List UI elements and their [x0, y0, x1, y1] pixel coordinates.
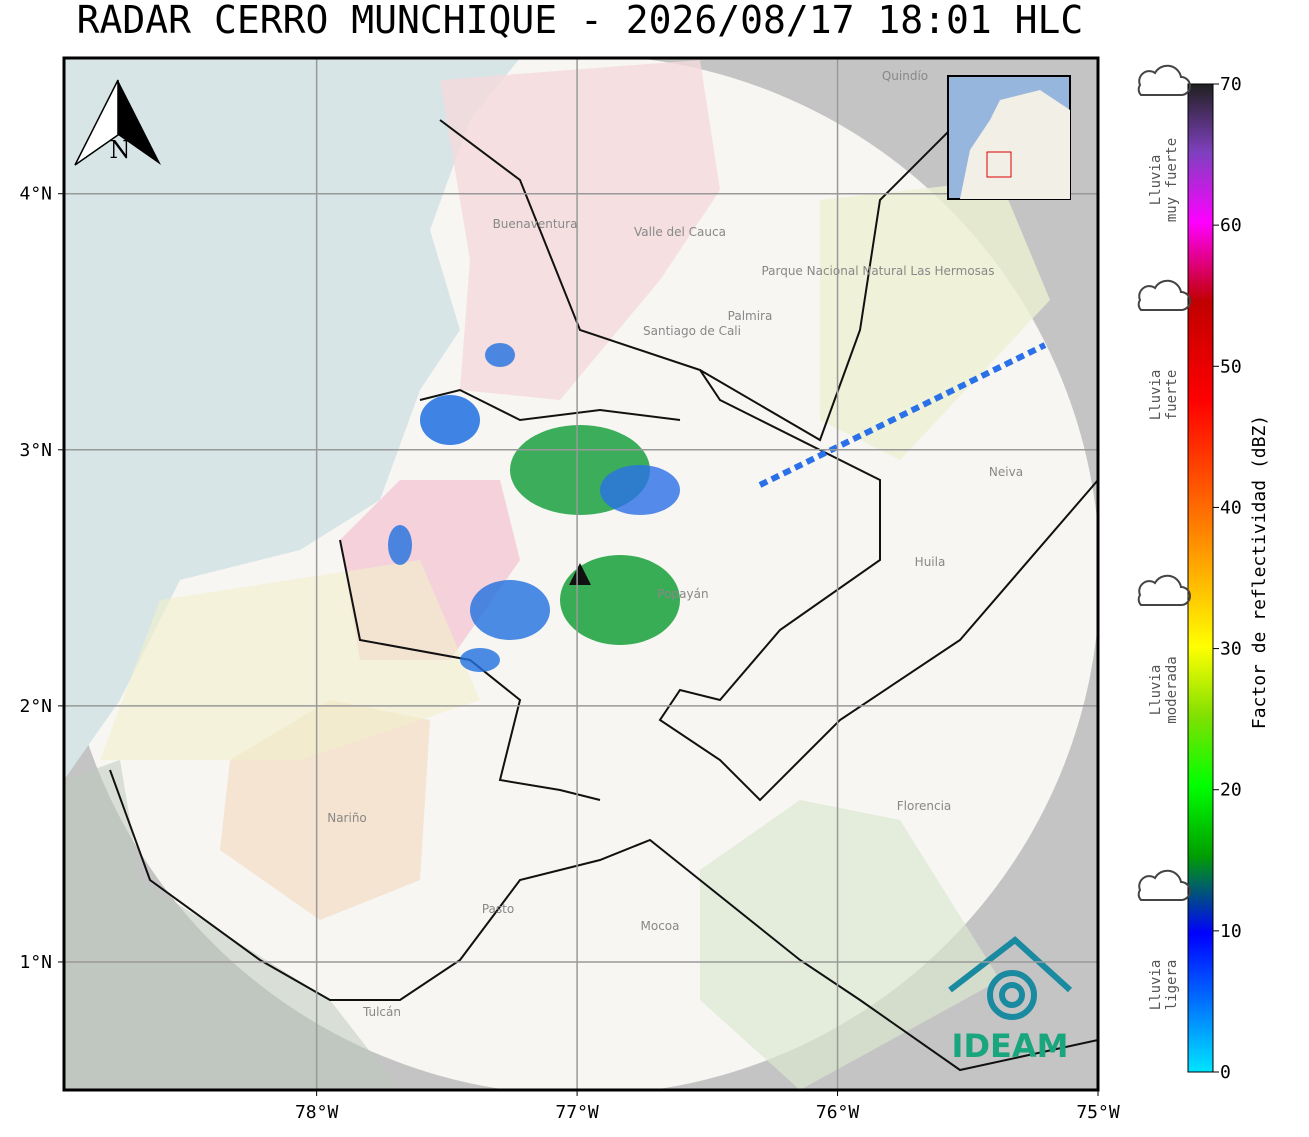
rain-category-label: Lluvia	[1148, 960, 1164, 1011]
north-label: N	[110, 136, 131, 164]
rain-category: Lluvia ligera	[1137, 869, 1191, 1011]
x-tick-label: 76°W	[816, 1102, 860, 1123]
rain-icon	[1137, 574, 1191, 606]
place-label: Nariño	[327, 811, 367, 825]
colorbar	[1187, 83, 1214, 1073]
rain-category-label: fuerte	[1164, 370, 1180, 421]
place-label: Florencia	[897, 799, 952, 813]
rain-category-label: muy fuerte	[1164, 138, 1180, 222]
place-label: Quindío	[882, 69, 928, 83]
rain-category-label: Lluvia	[1148, 370, 1164, 421]
rain-icon	[1137, 869, 1191, 901]
colorbar-tick-label: 0	[1220, 1062, 1231, 1083]
radar-echoes	[388, 342, 1047, 672]
place-label: Buenaventura	[493, 217, 578, 231]
rain-category-label: moderada	[1164, 656, 1180, 723]
inset-map	[947, 75, 1071, 200]
place-label: Popayán	[657, 587, 708, 601]
place-label: Palmira	[728, 309, 773, 323]
place-label: Mocoa	[641, 919, 680, 933]
rain-category-label: Lluvia	[1148, 155, 1164, 206]
logo-mark	[948, 936, 1073, 1020]
place-label: Huila	[915, 555, 946, 569]
rain-category: Lluvia fuerte	[1137, 279, 1191, 421]
rain-icon	[1137, 279, 1191, 311]
colorbar-tick-label: 60	[1220, 215, 1242, 236]
x-tick-label: 75°W	[1076, 1102, 1120, 1123]
y-tick-label: 2°N	[19, 696, 52, 717]
colorbar-tick-label: 40	[1220, 497, 1242, 518]
rain-category: Lluvia moderada	[1137, 574, 1191, 724]
logo-text: IDEAM	[952, 1027, 1069, 1065]
rain-category-label: Lluvia	[1148, 665, 1164, 716]
colorbar-tick-label: 30	[1220, 639, 1242, 660]
colorbar-tick-label: 10	[1220, 921, 1242, 942]
y-tick-label: 1°N	[19, 952, 52, 973]
place-label: Santiago de Cali	[643, 324, 741, 338]
x-tick-label: 77°W	[555, 1102, 599, 1123]
colorbar-tick-label: 50	[1220, 356, 1242, 377]
place-label: Neiva	[989, 465, 1023, 479]
place-label: Parque Nacional Natural Las Hermosas	[761, 264, 994, 278]
rain-category: Lluvia muy fuerte	[1137, 64, 1191, 222]
place-label: Pasto	[482, 902, 514, 916]
colorbar-tick-label: 20	[1220, 780, 1242, 801]
place-label: Valle del Cauca	[634, 225, 726, 239]
rain-icon	[1137, 64, 1191, 96]
rain-category-label: ligera	[1164, 960, 1180, 1011]
y-tick-label: 3°N	[19, 440, 52, 461]
map-area: Buenaventura Valle del Cauca Santiago de C…	[64, 58, 1098, 1090]
y-tick-label: 4°N	[19, 184, 52, 205]
x-tick-label: 78°W	[295, 1102, 339, 1123]
map-frame	[62, 56, 1100, 1092]
colorbar-label: Factor de reflectividad (dBZ)	[1249, 415, 1270, 729]
place-label: Tulcán	[362, 1005, 401, 1019]
title: RADAR CERRO MUNCHIQUE - 2026/08/17 18:01…	[77, 0, 1084, 42]
north-arrow	[74, 79, 161, 166]
colorbar-tick-label: 70	[1220, 74, 1242, 95]
